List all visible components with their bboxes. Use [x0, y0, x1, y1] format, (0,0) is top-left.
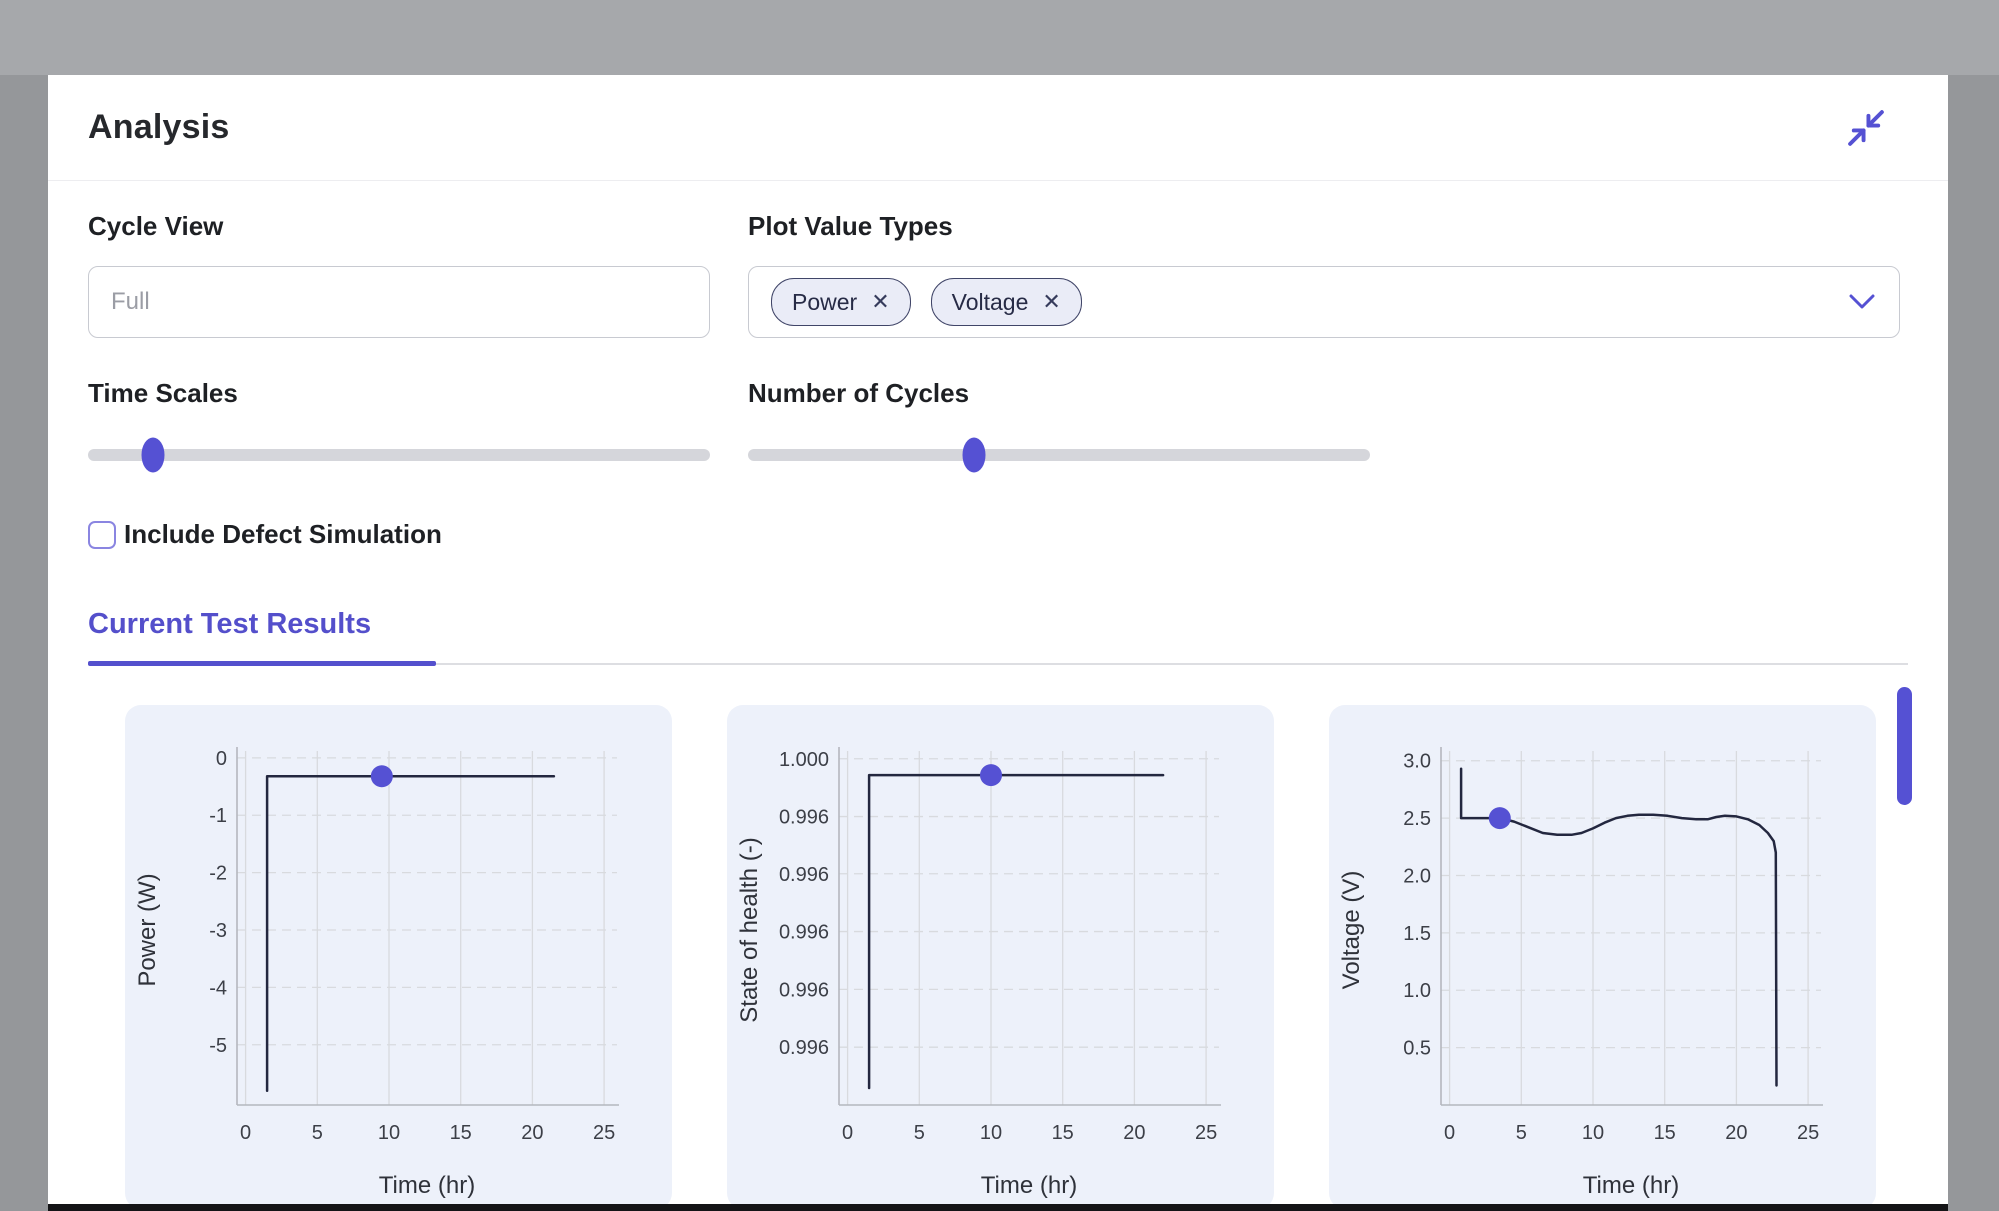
backdrop-right — [1948, 75, 1999, 1211]
chip-power[interactable]: Power ✕ — [771, 278, 911, 326]
svg-text:5: 5 — [1516, 1122, 1527, 1144]
results-scrollbar-thumb[interactable] — [1897, 687, 1912, 805]
svg-text:25: 25 — [1195, 1122, 1217, 1144]
backdrop-left — [0, 75, 48, 1211]
svg-text:2.5: 2.5 — [1403, 808, 1431, 830]
svg-text:State of health (-): State of health (-) — [736, 837, 763, 1022]
svg-text:15: 15 — [450, 1122, 472, 1144]
svg-text:-5: -5 — [209, 1035, 227, 1057]
svg-text:0.996: 0.996 — [779, 864, 829, 886]
svg-text:5: 5 — [312, 1122, 323, 1144]
defect-simulation-checkbox[interactable] — [88, 520, 116, 549]
form-row-2: Time Scales Number of Cycles — [88, 378, 1908, 475]
svg-text:20: 20 — [1725, 1122, 1747, 1144]
svg-text:2.0: 2.0 — [1403, 865, 1431, 887]
time-scales-thumb[interactable] — [141, 437, 165, 473]
collapse-icon — [1844, 106, 1888, 150]
plot-value-types-field: Plot Value Types Power ✕ Voltage ✕ — [748, 211, 1900, 338]
state-of-health-chart: 0 5 10 15 20 25 1.000 0.996 0.996 0.996 0.996 0.996… — [736, 747, 1221, 1199]
backdrop-top — [0, 0, 1999, 75]
svg-text:25: 25 — [593, 1122, 615, 1144]
svg-text:1.5: 1.5 — [1403, 923, 1431, 945]
voltage-chart: 0 5 10 15 20 25 3.0 2.5 2.0 1.5 1.0 0.5 Time (hr) Vol… — [1338, 747, 1823, 1199]
svg-text:0.996: 0.996 — [779, 922, 829, 944]
svg-text:20: 20 — [521, 1122, 543, 1144]
results-tabs: Current Test Results — [88, 608, 1908, 666]
chip-voltage-remove-icon[interactable]: ✕ — [1042, 289, 1061, 314]
svg-text:Voltage (V): Voltage (V) — [1338, 871, 1365, 990]
chip-voltage[interactable]: Voltage ✕ — [930, 278, 1082, 326]
svg-text:15: 15 — [1052, 1122, 1074, 1144]
time-scales-field: Time Scales — [88, 378, 710, 475]
chip-power-label: Power — [792, 288, 858, 315]
svg-text:3.0: 3.0 — [1403, 751, 1431, 773]
chevron-down-icon[interactable] — [1849, 294, 1875, 310]
svg-text:25: 25 — [1797, 1122, 1819, 1144]
number-of-cycles-thumb[interactable] — [962, 437, 986, 473]
collapse-button[interactable] — [1840, 102, 1892, 154]
chip-power-remove-icon[interactable]: ✕ — [871, 289, 890, 314]
svg-text:0.996: 0.996 — [779, 1037, 829, 1059]
svg-text:1.000: 1.000 — [779, 749, 829, 771]
analysis-modal: Analysis Cycle View Plot Value Types — [48, 75, 1948, 1204]
svg-text:-3: -3 — [209, 920, 227, 942]
svg-text:Time (hr): Time (hr) — [981, 1172, 1077, 1199]
svg-text:15: 15 — [1654, 1122, 1676, 1144]
svg-text:Power (W): Power (W) — [134, 873, 161, 986]
form-row-1: Cycle View Plot Value Types Power ✕ Volt… — [88, 211, 1908, 338]
cycle-view-field: Cycle View — [88, 211, 710, 338]
svg-text:0.5: 0.5 — [1403, 1038, 1431, 1060]
svg-text:Time (hr): Time (hr) — [379, 1172, 475, 1199]
chart-card-state-of-health: 0 5 10 15 20 25 1.000 0.996 0.996 0.996 0.996 0.996… — [727, 705, 1274, 1204]
svg-text:5: 5 — [914, 1122, 925, 1144]
svg-text:0: 0 — [216, 748, 227, 770]
plot-value-types-label: Plot Value Types — [748, 211, 953, 241]
svg-text:0: 0 — [1444, 1122, 1455, 1144]
svg-text:0: 0 — [842, 1122, 853, 1144]
chart-card-voltage: 0 5 10 15 20 25 3.0 2.5 2.0 1.5 1.0 0.5 Time (hr) Vol… — [1329, 705, 1876, 1204]
number-of-cycles-track[interactable] — [748, 449, 1370, 461]
svg-text:10: 10 — [980, 1122, 1002, 1144]
chip-voltage-label: Voltage — [951, 288, 1029, 315]
cycle-view-label: Cycle View — [88, 211, 224, 241]
time-scales-track[interactable] — [88, 449, 710, 461]
defect-simulation-row: Include Defect Simulation — [88, 519, 1908, 550]
defect-simulation-label: Include Defect Simulation — [124, 519, 442, 549]
tab-current-test-results[interactable]: Current Test Results — [88, 608, 372, 640]
svg-text:10: 10 — [1582, 1122, 1604, 1144]
page-title: Analysis — [88, 108, 230, 146]
bottom-edge-bar — [48, 1204, 1948, 1211]
svg-text:0.996: 0.996 — [779, 979, 829, 1001]
charts-row: 0 5 10 15 20 25 0 -1 -2 -3 -4 -5 Time (hr) Power (W) … — [88, 705, 1908, 1204]
chart-card-power: 0 5 10 15 20 25 0 -1 -2 -3 -4 -5 Time (hr) Power (W) — [125, 705, 672, 1204]
plot-value-types-select[interactable]: Power ✕ Voltage ✕ — [748, 266, 1900, 338]
svg-text:10: 10 — [378, 1122, 400, 1144]
modal-header: Analysis — [48, 75, 1948, 181]
series-marker-dot — [370, 765, 393, 788]
series-marker-dot — [1488, 807, 1511, 830]
active-tab-underline — [88, 661, 436, 666]
svg-text:-1: -1 — [209, 805, 227, 827]
time-scales-label: Time Scales — [88, 378, 238, 408]
svg-text:-2: -2 — [209, 863, 227, 885]
number-of-cycles-field: Number of Cycles — [748, 378, 1900, 475]
modal-content: Cycle View Plot Value Types Power ✕ Volt… — [48, 211, 1948, 1204]
svg-text:1.0: 1.0 — [1403, 980, 1431, 1002]
cycle-view-input[interactable] — [88, 266, 710, 338]
series-marker-dot — [980, 764, 1002, 787]
number-of-cycles-slider[interactable] — [748, 435, 1370, 475]
number-of-cycles-label: Number of Cycles — [748, 378, 970, 408]
power-chart: 0 5 10 15 20 25 0 -1 -2 -3 -4 -5 Time (hr) Power (W) — [134, 747, 619, 1199]
svg-text:-4: -4 — [209, 977, 227, 999]
svg-text:0.996: 0.996 — [779, 807, 829, 829]
svg-text:20: 20 — [1123, 1122, 1145, 1144]
time-scales-slider[interactable] — [88, 435, 710, 475]
svg-text:Time (hr): Time (hr) — [1583, 1172, 1679, 1199]
svg-text:0: 0 — [240, 1122, 251, 1144]
